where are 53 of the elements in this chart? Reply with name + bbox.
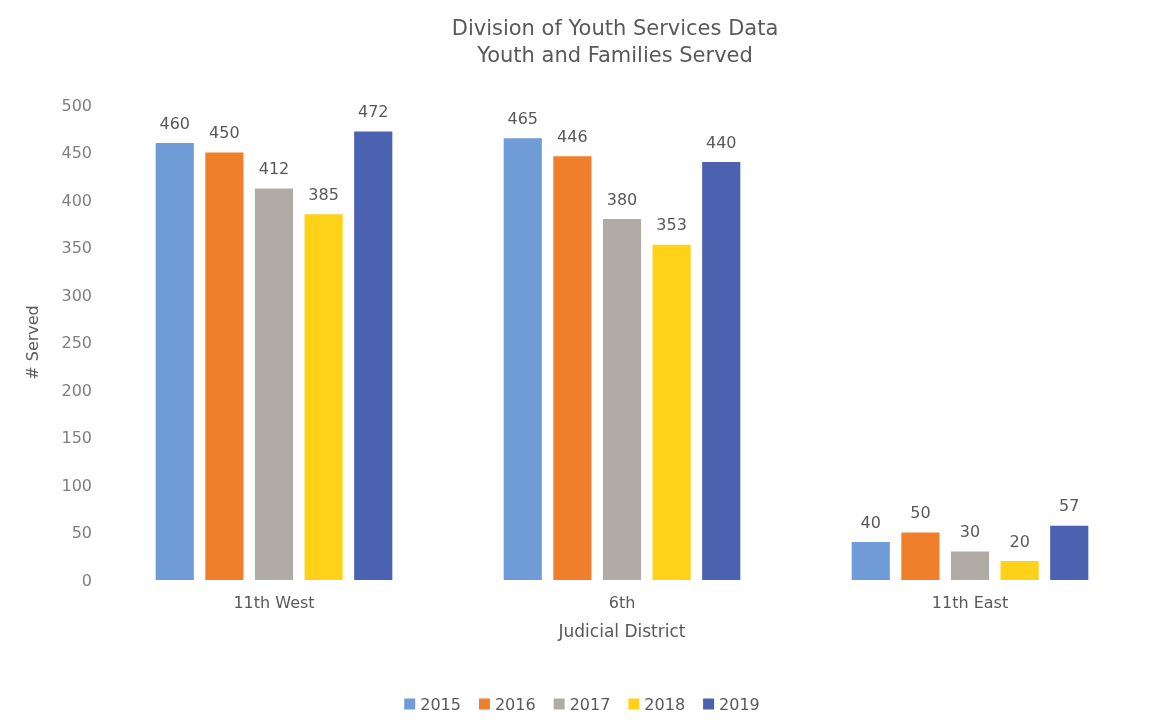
legend-label: 2019 <box>719 694 760 714</box>
bar <box>851 542 890 580</box>
bar <box>1000 561 1039 580</box>
data-label: 380 <box>606 189 638 209</box>
legend-label: 2015 <box>420 694 461 714</box>
chart-subtitle: Youth and Families Served <box>476 42 753 67</box>
y-tick-label: 400 <box>61 190 92 210</box>
y-tick-label: 150 <box>61 428 92 447</box>
data-label: 460 <box>159 113 191 133</box>
bar <box>702 162 741 580</box>
data-label: 472 <box>357 102 389 122</box>
bar <box>155 143 194 580</box>
y-axis-title: # Served <box>22 305 42 380</box>
legend-label: 2018 <box>644 694 686 714</box>
legend-label: 2017 <box>569 694 611 714</box>
bar <box>304 214 343 580</box>
bar <box>602 219 642 580</box>
bar <box>503 138 542 580</box>
y-tick-label: 450 <box>61 143 92 162</box>
y-tick-label: 300 <box>61 285 92 305</box>
bar <box>354 131 393 580</box>
data-label: 440 <box>705 132 737 152</box>
bar <box>1050 525 1089 580</box>
data-label: 465 <box>507 108 539 128</box>
data-label: 30 <box>959 522 981 541</box>
data-label: 353 <box>656 215 687 235</box>
x-axis-title: Judicial District <box>557 620 686 641</box>
y-tick-label: 200 <box>61 380 92 400</box>
x-tick-label: 11th East <box>931 592 1009 612</box>
data-label: 40 <box>860 512 881 532</box>
data-label: 450 <box>209 123 240 142</box>
bar <box>205 152 244 580</box>
y-tick-label: 350 <box>61 238 92 257</box>
x-tick-label: 11th West <box>233 592 315 612</box>
data-label: 446 <box>557 126 588 146</box>
data-label: 385 <box>308 184 339 204</box>
bar <box>950 551 990 580</box>
data-label: 412 <box>258 159 290 179</box>
y-tick-label: 100 <box>61 475 92 495</box>
data-label: 50 <box>910 503 931 522</box>
y-tick-label: 500 <box>61 95 92 115</box>
y-tick-label: 0 <box>81 570 92 590</box>
y-tick-label: 50 <box>71 523 92 542</box>
legend-label: 2016 <box>494 694 536 714</box>
data-label: 57 <box>1059 496 1080 516</box>
bar <box>652 244 691 580</box>
x-tick-label: 6th <box>608 592 636 612</box>
bar <box>254 188 294 580</box>
y-tick-label: 250 <box>61 333 92 352</box>
data-label: 20 <box>1009 531 1030 551</box>
bar <box>901 532 940 580</box>
bar <box>553 156 592 580</box>
chart-title: Division of Youth Services Data <box>451 15 779 40</box>
